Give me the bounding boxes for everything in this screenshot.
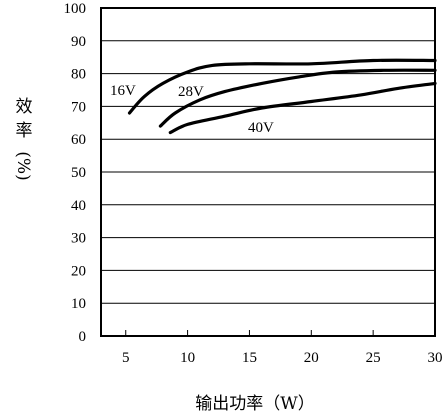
y-tick-labels: 0 10 20 30 40 50 60 70 80 90 100 <box>64 1 87 345</box>
x-tick-label: 10 <box>180 350 195 366</box>
y-tick-label: 60 <box>71 132 86 148</box>
y-tick-label: 30 <box>71 231 86 247</box>
series-group: 16V 28V 40V <box>110 58 437 136</box>
y-tick-label: 90 <box>71 34 86 50</box>
series-label-40v: 40V <box>248 120 274 136</box>
y-tick-label: 80 <box>71 67 86 83</box>
x-tick-labels: 5 10 15 20 25 30 <box>122 330 443 366</box>
grid-lines <box>101 40 435 304</box>
y-axis-title-char: (%) <box>13 151 33 180</box>
y-tick-label: 100 <box>64 1 87 17</box>
x-tick-label: 20 <box>304 350 319 366</box>
series-line-28v <box>158 68 437 128</box>
series-line-16v <box>127 58 437 115</box>
y-axis-title: 效率 (%) <box>13 97 33 181</box>
x-tick-label: 30 <box>428 350 443 366</box>
y-tick-label: 10 <box>71 296 86 312</box>
x-axis-title: 输出功率（W） <box>195 394 314 414</box>
y-axis-title-char: 率 <box>16 121 33 141</box>
x-tick-label: 5 <box>122 350 130 366</box>
series-label-28v: 28V <box>178 84 204 100</box>
y-tick-label: 70 <box>71 99 86 115</box>
series-label-16v: 16V <box>110 83 136 99</box>
x-tick-label: 15 <box>242 350 257 366</box>
y-tick-label: 20 <box>71 263 86 279</box>
series-line-40v <box>168 81 437 135</box>
y-axis-title-char: 效 <box>16 97 33 117</box>
y-tick-label: 40 <box>71 198 86 214</box>
y-tick-label: 50 <box>71 165 86 181</box>
plot-frame <box>100 7 436 337</box>
x-tick-label: 25 <box>366 350 381 366</box>
y-tick-label: 0 <box>79 329 87 345</box>
